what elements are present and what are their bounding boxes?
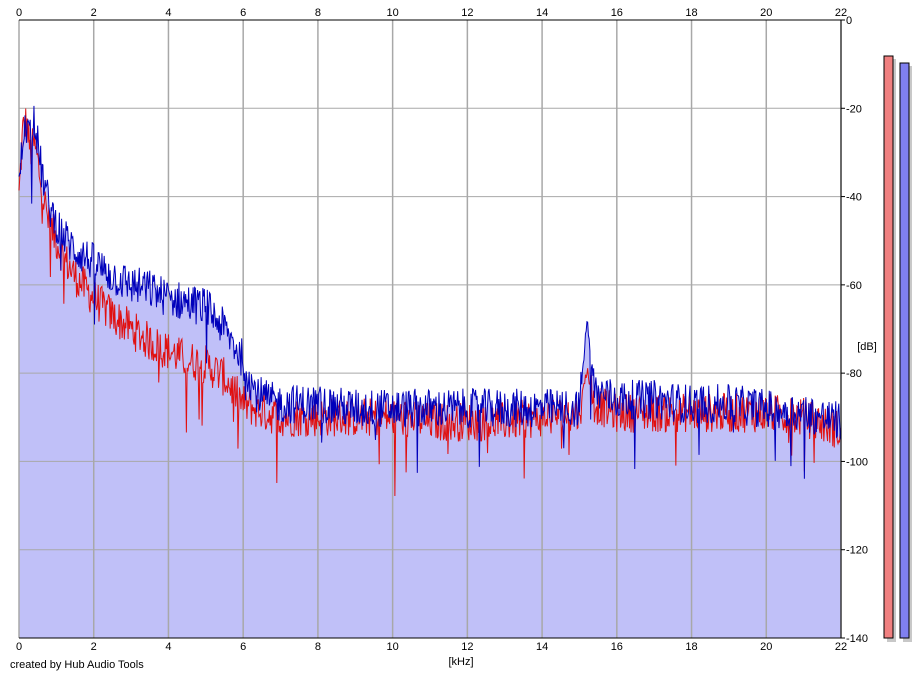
x-tick-label-bottom: 12: [461, 641, 473, 653]
x-tick-label-bottom: 2: [91, 641, 97, 653]
spectrum-fill-area: [19, 105, 841, 638]
y-tick-label: -80: [846, 368, 862, 380]
x-tick-label-top: 2: [91, 7, 97, 19]
spectrum-lines-layer: [18, 105, 842, 497]
x-tick-label-bottom: 14: [536, 641, 548, 653]
x-tick-label-top: 0: [16, 7, 22, 19]
axis-layer: 002244668810101212141416161818202022220-…: [16, 7, 868, 653]
x-tick-label-top: 14: [536, 7, 548, 19]
y-tick-label: -20: [846, 103, 862, 115]
y-tick-label: -120: [846, 545, 868, 557]
y-tick-label: 0: [846, 15, 852, 27]
x-axis-label: [kHz]: [448, 656, 473, 668]
x-tick-label-top: 4: [165, 7, 171, 19]
x-tick-label-top: 10: [387, 7, 399, 19]
x-tick-label-bottom: 0: [16, 641, 22, 653]
y-tick-label: -140: [846, 633, 868, 645]
series-line-blue: [18, 105, 842, 479]
x-tick-label-bottom: 10: [387, 641, 399, 653]
x-tick-label-top: 18: [685, 7, 697, 19]
spectrum-fill-layer: [19, 105, 841, 638]
x-tick-label-top: 12: [461, 7, 473, 19]
x-tick-label-bottom: 18: [685, 641, 697, 653]
x-tick-label-top: 8: [315, 7, 321, 19]
meter-left-bar: [883, 55, 894, 639]
y-tick-label: -100: [846, 456, 868, 468]
x-tick-label-bottom: 8: [315, 641, 321, 653]
x-tick-label-bottom: 6: [240, 641, 246, 653]
x-tick-label-top: 16: [611, 7, 623, 19]
y-tick-label: -40: [846, 192, 862, 204]
x-tick-label-top: 20: [760, 7, 772, 19]
x-tick-label-top: 6: [240, 7, 246, 19]
x-tick-label-bottom: 16: [611, 641, 623, 653]
x-tick-label-bottom: 20: [760, 641, 772, 653]
x-tick-label-bottom: 4: [165, 641, 171, 653]
y-tick-label: -60: [846, 280, 862, 292]
x-tick-label-top: 22: [835, 7, 847, 19]
y-axis-label: [dB]: [857, 341, 877, 353]
level-meters: [883, 55, 912, 642]
meter-right-bar: [899, 62, 910, 639]
x-tick-label-bottom: 22: [835, 641, 847, 653]
credit-text: created by Hub Audio Tools: [10, 659, 144, 671]
